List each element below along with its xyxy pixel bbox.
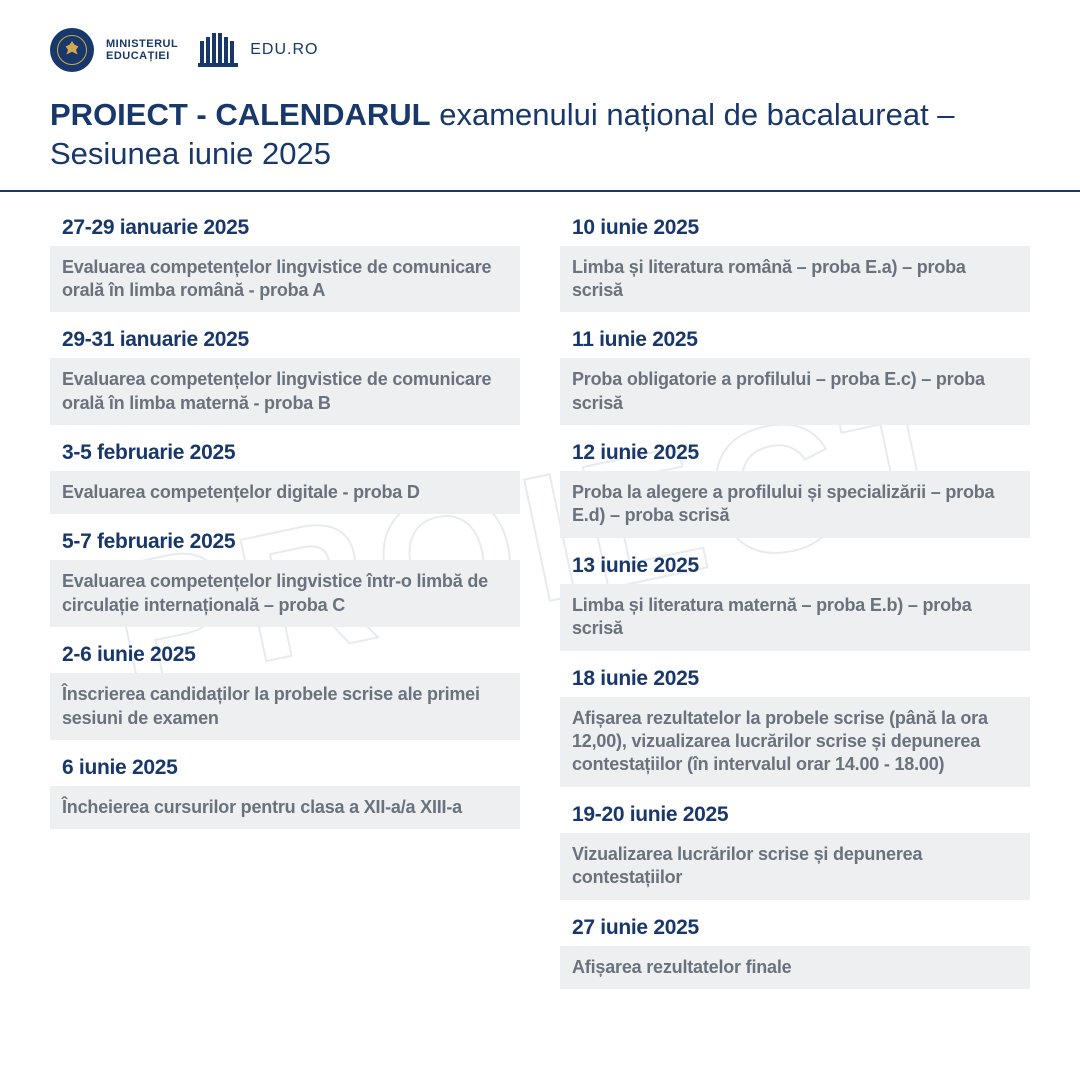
calendar-item: 3-5 februarie 2025Evaluarea competențelo… [50, 441, 520, 514]
item-date: 6 iunie 2025 [50, 756, 520, 786]
item-date: 27-29 ianuarie 2025 [50, 216, 520, 246]
item-date: 2-6 iunie 2025 [50, 643, 520, 673]
divider [0, 190, 1080, 192]
calendar-item: 13 iunie 2025Limba și literatura maternă… [560, 554, 1030, 651]
item-date: 3-5 februarie 2025 [50, 441, 520, 471]
calendar-item: 6 iunie 2025Încheierea cursurilor pentru… [50, 756, 520, 829]
item-desc: Evaluarea competențelor digitale - proba… [50, 471, 520, 514]
item-date: 10 iunie 2025 [560, 216, 1030, 246]
item-desc: Limba și literatura maternă – proba E.b)… [560, 584, 1030, 651]
item-desc: Evaluarea competențelor lingvistice de c… [50, 246, 520, 313]
item-desc: Proba la alegere a profilului și special… [560, 471, 1030, 538]
item-date: 19-20 iunie 2025 [560, 803, 1030, 833]
ministry-line2: EDUCAȚIEI [106, 50, 178, 62]
item-desc: Vizualizarea lucrărilor scrise și depune… [560, 833, 1030, 900]
calendar-item: 10 iunie 2025Limba și literatura română … [560, 216, 1030, 313]
right-column: 10 iunie 2025Limba și literatura română … [560, 216, 1030, 1005]
item-date: 5-7 februarie 2025 [50, 530, 520, 560]
calendar-item: 19-20 iunie 2025Vizualizarea lucrărilor … [560, 803, 1030, 900]
item-desc: Proba obligatorie a profilului – proba E… [560, 358, 1030, 425]
calendar-item: 12 iunie 2025Proba la alegere a profilul… [560, 441, 1030, 538]
item-desc: Afișarea rezultatelor finale [560, 946, 1030, 989]
item-desc: Evaluarea competențelor lingvistice de c… [50, 358, 520, 425]
item-desc: Evaluarea competențelor lingvistice într… [50, 560, 520, 627]
item-date: 13 iunie 2025 [560, 554, 1030, 584]
calendar-item: 11 iunie 2025Proba obligatorie a profilu… [560, 328, 1030, 425]
calendar-columns: 27-29 ianuarie 2025Evaluarea competențel… [0, 216, 1080, 1005]
item-date: 11 iunie 2025 [560, 328, 1030, 358]
ministry-label: MINISTERUL EDUCAȚIEI [106, 38, 178, 62]
item-desc: Încheierea cursurilor pentru clasa a XII… [50, 786, 520, 829]
calendar-item: 27 iunie 2025Afișarea rezultatelor final… [560, 916, 1030, 989]
calendar-item: 27-29 ianuarie 2025Evaluarea competențel… [50, 216, 520, 313]
title-block: PROIECT - CALENDARUL examenului național… [0, 72, 1080, 190]
title-bold: PROIECT - CALENDARUL [50, 97, 431, 132]
item-desc: Afișarea rezultatelor la probele scrise … [560, 697, 1030, 787]
calendar-item: 18 iunie 2025Afișarea rezultatelor la pr… [560, 667, 1030, 787]
left-column: 27-29 ianuarie 2025Evaluarea competențel… [50, 216, 520, 1005]
item-date: 27 iunie 2025 [560, 916, 1030, 946]
calendar-item: 2-6 iunie 2025Înscrierea candidaților la… [50, 643, 520, 740]
ministry-line1: MINISTERUL [106, 38, 178, 50]
item-date: 29-31 ianuarie 2025 [50, 328, 520, 358]
page-title: PROIECT - CALENDARUL examenului național… [50, 96, 1030, 174]
calendar-item: 5-7 februarie 2025Evaluarea competențelo… [50, 530, 520, 627]
building-icon [198, 33, 238, 67]
logo-header: MINISTERUL EDUCAȚIEI EDU.RO [0, 0, 1080, 72]
item-desc: Limba și literatura română – proba E.a) … [560, 246, 1030, 313]
site-label: EDU.RO [250, 41, 318, 59]
item-date: 12 iunie 2025 [560, 441, 1030, 471]
calendar-item: 29-31 ianuarie 2025Evaluarea competențel… [50, 328, 520, 425]
ministry-seal-icon [50, 28, 94, 72]
item-date: 18 iunie 2025 [560, 667, 1030, 697]
item-desc: Înscrierea candidaților la probele scris… [50, 673, 520, 740]
